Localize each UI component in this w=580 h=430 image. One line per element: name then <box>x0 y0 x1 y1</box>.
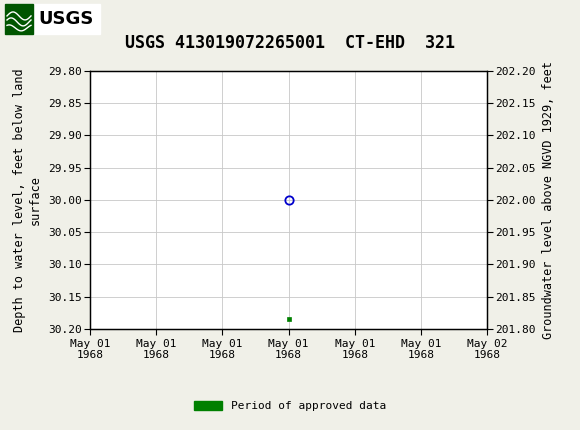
Y-axis label: Groundwater level above NGVD 1929, feet: Groundwater level above NGVD 1929, feet <box>542 61 554 339</box>
Legend: Period of approved data: Period of approved data <box>190 397 390 416</box>
Bar <box>5 4 33 34</box>
Y-axis label: Depth to water level, feet below land
surface: Depth to water level, feet below land su… <box>13 68 42 332</box>
Text: USGS 413019072265001  CT-EHD  321: USGS 413019072265001 CT-EHD 321 <box>125 34 455 52</box>
Text: USGS: USGS <box>39 10 94 28</box>
Bar <box>5 4 100 34</box>
